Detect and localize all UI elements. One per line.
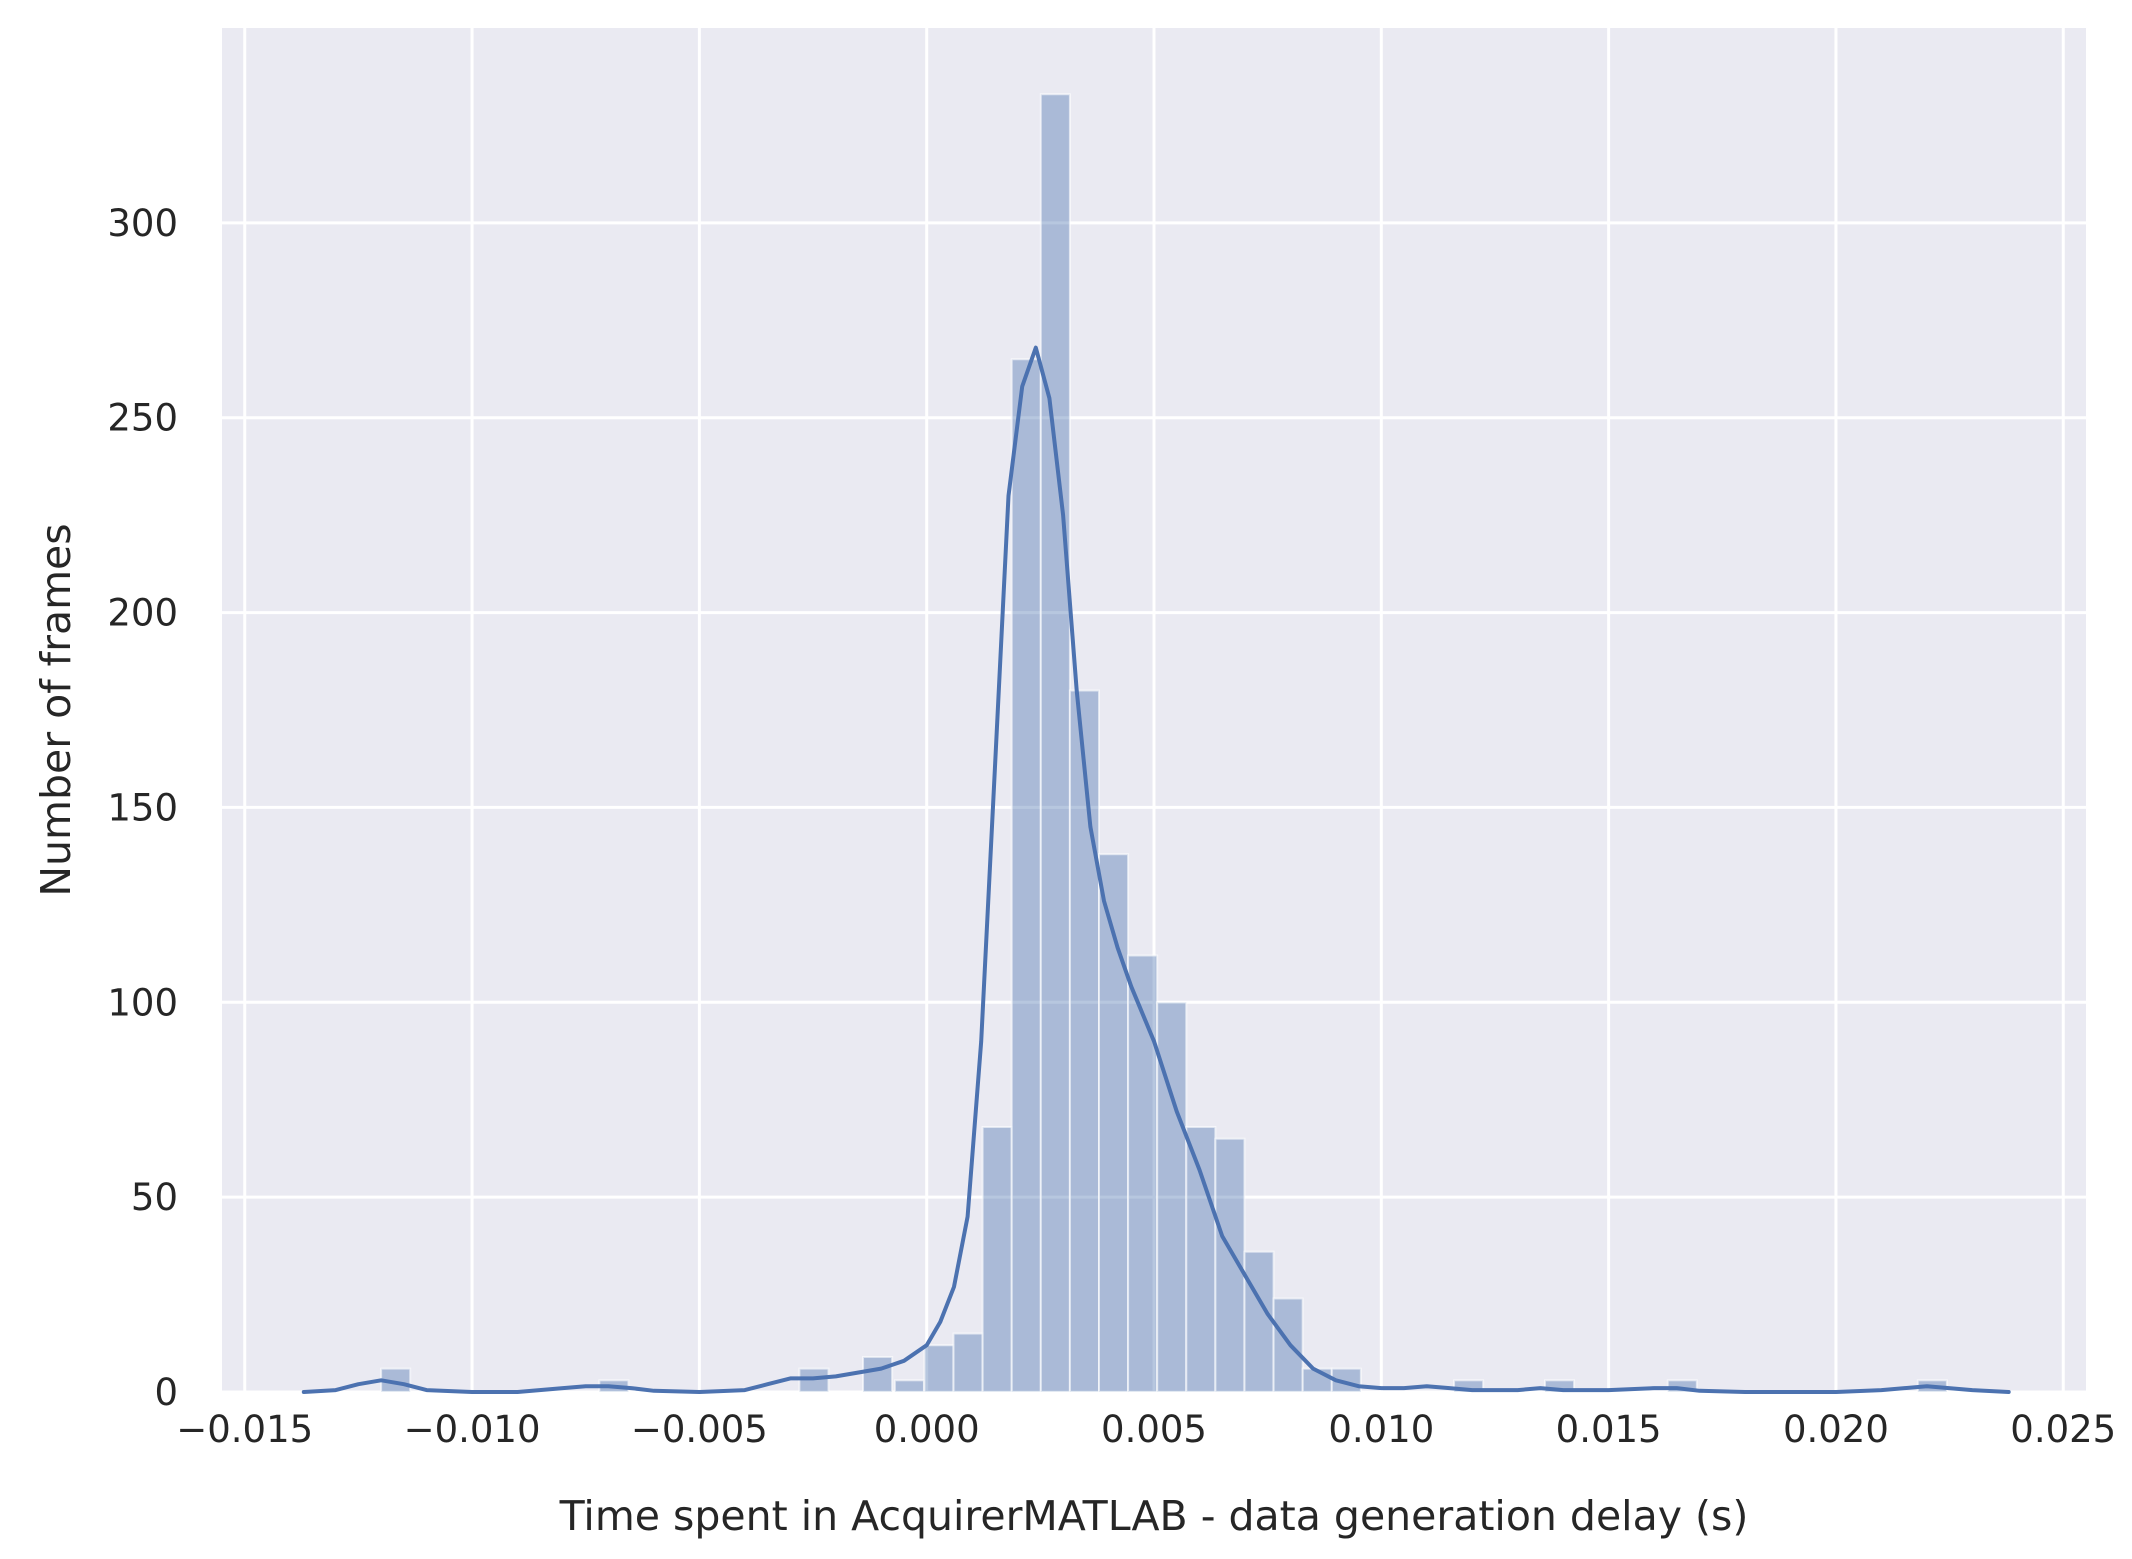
x-tick-label: −0.005	[631, 1408, 768, 1451]
histogram-bar	[923, 1344, 955, 1393]
x-tick-labels: −0.015 −0.010 −0.005 0.000 0.005 0.010 0.015 0.…	[176, 1408, 2116, 1451]
x-tick-label: 0.020	[1783, 1408, 1889, 1451]
histogram-bar	[1243, 1250, 1275, 1394]
y-tick-label: 100	[107, 981, 178, 1024]
x-tick-label: 0.010	[1328, 1408, 1434, 1451]
histogram-bar	[981, 1125, 1013, 1393]
histogram-bar	[1185, 1125, 1217, 1393]
y-tick-labels: 0 50 100 150 200 250 300	[107, 202, 178, 1414]
histogram-bar	[1039, 93, 1071, 1393]
y-tick-label: 300	[107, 202, 178, 245]
histogram-bar	[1097, 853, 1130, 1393]
x-tick-label: −0.010	[404, 1408, 541, 1451]
histogram-bar	[893, 1379, 925, 1394]
x-tick-label: 0.000	[874, 1408, 980, 1451]
y-tick-label: 0	[154, 1371, 178, 1414]
histogram-bar	[1010, 358, 1042, 1393]
histogram-bar	[1453, 1379, 1485, 1394]
histogram-bar	[862, 1355, 894, 1393]
x-axis-label: Time spent in AcquirerMATLAB - data gene…	[559, 1492, 1749, 1540]
y-tick-label: 150	[107, 786, 178, 829]
y-tick-label: 250	[107, 397, 178, 440]
x-tick-label: −0.015	[176, 1408, 313, 1451]
y-tick-label: 200	[107, 592, 178, 635]
y-tick-label: 50	[131, 1176, 178, 1219]
x-tick-label: 0.005	[1101, 1408, 1207, 1451]
histogram-bar	[1127, 954, 1159, 1394]
kde-curve	[301, 345, 2011, 1394]
histogram-bars	[380, 93, 1948, 1394]
histogram-bar	[1068, 689, 1100, 1393]
histogram-bar	[952, 1332, 984, 1393]
histogram-bar	[1543, 1379, 1576, 1394]
y-axis-label: Number of frames	[32, 523, 80, 896]
histogram-bar	[1156, 1001, 1188, 1393]
x-tick-label: 0.025	[2010, 1408, 2116, 1451]
x-tick-label: 0.015	[1556, 1408, 1662, 1451]
